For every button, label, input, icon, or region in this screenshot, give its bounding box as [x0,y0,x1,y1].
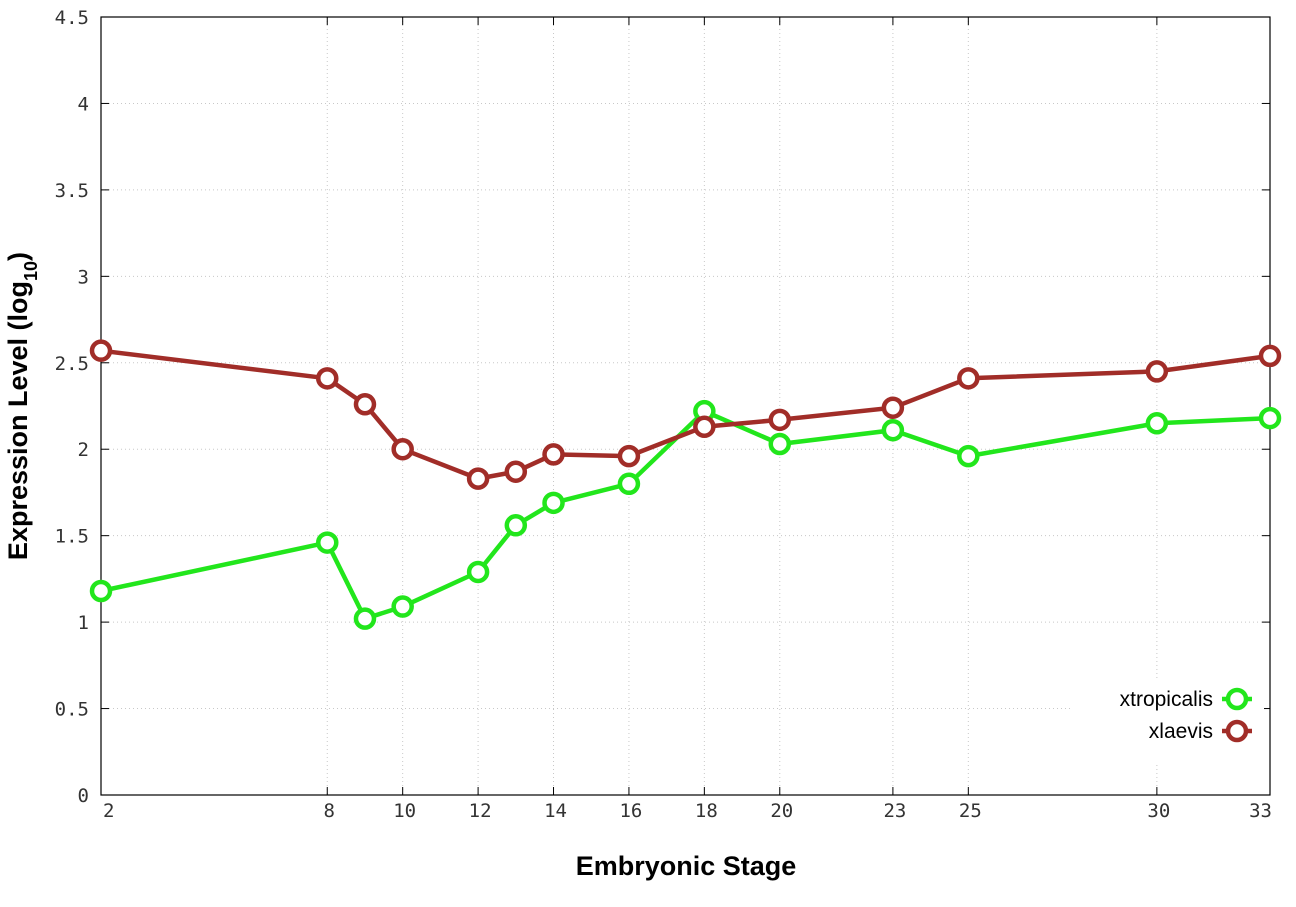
y-tick-label: 4 [78,93,89,115]
data-point-xlaevis [353,393,377,416]
y-tick-label: 3 [78,266,89,288]
y-tick-label: 1.5 [55,526,89,548]
data-point-xlaevis [542,443,565,466]
x-tick-label: 12 [469,800,492,822]
data-point-xlaevis [466,467,490,490]
x-tick-label: 2 [103,800,114,822]
data-point-xlaevis [768,408,792,432]
series-layer [89,339,1282,630]
x-tick-label: 8 [324,800,335,822]
y-axis-title: Expression Level (log10) [3,252,41,560]
y-tick-label: 1 [78,612,89,634]
x-tick-label: 23 [883,800,906,822]
y-tick-label: 3.5 [55,180,89,202]
series-line-xtropicalis [100,408,1271,621]
data-point-xtropicalis [353,607,377,630]
y-tick-label: 2 [78,439,89,461]
x-axis-title: Embryonic Stage [576,851,797,881]
data-point-xtropicalis [957,444,980,468]
x-tick-label: 25 [959,800,982,822]
data-point-xtropicalis [466,560,490,584]
data-point-xlaevis [1258,344,1282,368]
y-axis-title-subscript: 10 [21,261,41,281]
data-point-xlaevis [391,437,414,461]
x-tick-label: 20 [770,800,793,822]
data-point-xlaevis [881,396,905,419]
data-point-xtropicalis [504,514,528,537]
data-point-xlaevis [89,339,113,362]
x-tick-label: 30 [1147,800,1170,822]
plot-frame [100,16,1271,796]
legend: xtropicalis xlaevis [1072,678,1264,762]
y-tick-label: 2.5 [55,353,89,375]
data-point-xlaevis [957,367,980,390]
legend-label-xlaevis: xlaevis [1149,720,1213,743]
data-point-xtropicalis [617,472,641,496]
legend-label-xtropicalis: xtropicalis [1120,688,1213,711]
data-point-xtropicalis [316,531,339,554]
legend-marker-xlaevis [1225,719,1249,743]
data-point-xtropicalis [89,579,113,603]
series-xtropicalis [89,399,1282,630]
x-tick-label: 18 [695,800,718,822]
x-tick-label: 16 [619,800,642,822]
grid-layer [101,17,1270,795]
data-point-xlaevis [504,460,528,483]
y-axis-title-close: ) [3,252,33,261]
y-tick-label: 0 [78,785,89,807]
data-point-xtropicalis [1145,412,1169,435]
series-line-xlaevis [100,348,1271,481]
series-xlaevis [89,339,1282,490]
data-point-xtropicalis [768,432,792,456]
x-tick-label: 33 [1249,800,1272,822]
data-point-xlaevis [316,367,339,390]
data-point-xlaevis [693,415,716,438]
x-tick-label: 14 [544,800,567,822]
y-tick-label: 0.5 [55,699,89,721]
legend-marker-xtropicalis [1225,687,1249,711]
data-point-xtropicalis [881,418,905,442]
data-point-xlaevis [1145,360,1169,383]
data-point-xlaevis [617,444,641,468]
x-tick-label: 10 [393,800,416,822]
y-tick-label: 4.5 [55,7,89,29]
tick-layer: 0 0.5 1 1.5 2 2.5 3 3.5 4 4.5 2 8 10 12 14 16 18 20 23 25 30… [55,7,1272,822]
data-point-xtropicalis [1258,406,1282,430]
data-point-xtropicalis [391,595,414,618]
y-axis-title-main: Expression Level (log [3,281,33,560]
data-point-xtropicalis [542,491,565,515]
